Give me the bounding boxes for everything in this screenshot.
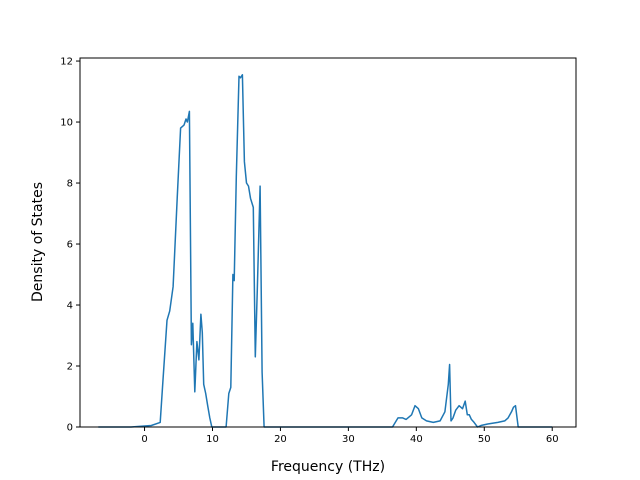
x-tick-label: 10: [206, 434, 219, 445]
y-tick-label: 6: [67, 240, 73, 251]
y-tick-label: 10: [60, 118, 73, 129]
x-tick-label: 30: [342, 434, 355, 445]
x-tick-label: 20: [274, 434, 287, 445]
x-tick-label: 0: [141, 434, 147, 445]
ticks-layer: 0 10 20 30 40 50 60 0 2 4 6 8 10 12: [60, 57, 558, 445]
y-axis-label: Density of States: [30, 182, 46, 302]
plot-background: [80, 58, 576, 427]
x-axis-label: Frequency (THz): [271, 459, 385, 475]
y-tick-label: 12: [60, 57, 73, 68]
y-tick-label: 8: [67, 179, 73, 190]
x-tick-label: 60: [546, 434, 559, 445]
dos-series-line: [98, 74, 553, 428]
y-tick-label: 4: [67, 301, 73, 312]
series-layer: [98, 74, 553, 428]
y-tick-label: 0: [67, 423, 73, 434]
x-tick-label: 50: [478, 434, 491, 445]
plot-frame: [79, 57, 577, 428]
x-tick-label: 40: [410, 434, 423, 445]
y-tick-label: 2: [67, 362, 73, 373]
